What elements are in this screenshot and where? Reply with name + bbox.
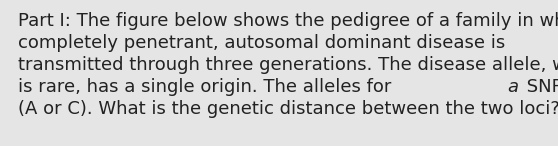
Text: transmitted through three generations. The disease allele, which: transmitted through three generations. T… — [18, 56, 558, 74]
Text: is rare, has a single origin. The alleles for: is rare, has a single origin. The allele… — [18, 78, 397, 96]
Text: a: a — [507, 78, 518, 96]
Text: Part I: The figure below shows the pedigree of a family in which a: Part I: The figure below shows the pedig… — [18, 12, 558, 30]
Text: (A or C). What is the genetic distance between the two loci?: (A or C). What is the genetic distance b… — [18, 100, 558, 118]
Text: completely penetrant, autosomal dominant disease is: completely penetrant, autosomal dominant… — [18, 34, 505, 52]
Text: SNP locus are shown: SNP locus are shown — [521, 78, 558, 96]
